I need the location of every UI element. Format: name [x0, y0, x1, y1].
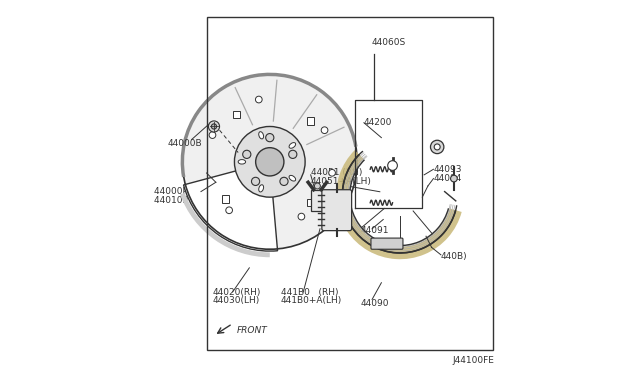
Circle shape [255, 96, 262, 103]
Text: 44051+A(LH): 44051+A(LH) [310, 177, 372, 186]
Text: J44100FE: J44100FE [453, 356, 495, 365]
Circle shape [280, 177, 288, 186]
Bar [307, 117, 314, 125]
Text: 44084: 44084 [433, 174, 462, 183]
Bar [207, 17, 493, 350]
Text: 44090: 44090 [360, 299, 388, 308]
Ellipse shape [289, 142, 296, 148]
Ellipse shape [289, 175, 296, 181]
Ellipse shape [259, 185, 264, 192]
Wedge shape [184, 162, 278, 251]
Circle shape [182, 74, 357, 249]
Circle shape [329, 170, 335, 176]
Text: 441B0   (RH): 441B0 (RH) [281, 288, 339, 296]
Text: 44091: 44091 [360, 226, 388, 235]
Bar [233, 111, 241, 118]
Bar [307, 199, 314, 206]
Bar [222, 195, 229, 203]
Text: 44000P (RH): 44000P (RH) [154, 187, 211, 196]
Circle shape [266, 134, 274, 142]
Circle shape [289, 150, 297, 158]
Circle shape [243, 150, 251, 158]
Ellipse shape [259, 132, 264, 139]
Text: 44093: 44093 [433, 165, 462, 174]
Circle shape [431, 140, 444, 154]
Text: 441B0+A(LH): 441B0+A(LH) [281, 296, 342, 305]
Circle shape [209, 121, 220, 132]
Text: 44000B: 44000B [168, 139, 202, 148]
Circle shape [209, 132, 216, 138]
Text: 44010P (LH): 44010P (LH) [154, 196, 210, 205]
Bar [310, 190, 324, 211]
Text: 44051 (RH): 44051 (RH) [310, 169, 362, 177]
Text: 44060S: 44060S [371, 38, 406, 47]
FancyBboxPatch shape [371, 238, 403, 249]
Text: 44200: 44200 [364, 118, 392, 127]
Ellipse shape [238, 160, 246, 164]
Text: 440B): 440B) [441, 252, 468, 261]
Circle shape [226, 207, 232, 214]
Circle shape [255, 148, 284, 176]
Circle shape [434, 144, 440, 150]
Circle shape [314, 183, 321, 189]
Text: FRONT: FRONT [236, 326, 267, 335]
FancyBboxPatch shape [322, 190, 351, 231]
Circle shape [252, 177, 260, 186]
Circle shape [234, 126, 305, 197]
Circle shape [321, 127, 328, 134]
Text: 44030(LH): 44030(LH) [212, 296, 259, 305]
Text: 44020(RH): 44020(RH) [212, 288, 260, 296]
Circle shape [298, 213, 305, 220]
Circle shape [388, 161, 397, 170]
Circle shape [211, 124, 216, 129]
Circle shape [451, 175, 457, 182]
